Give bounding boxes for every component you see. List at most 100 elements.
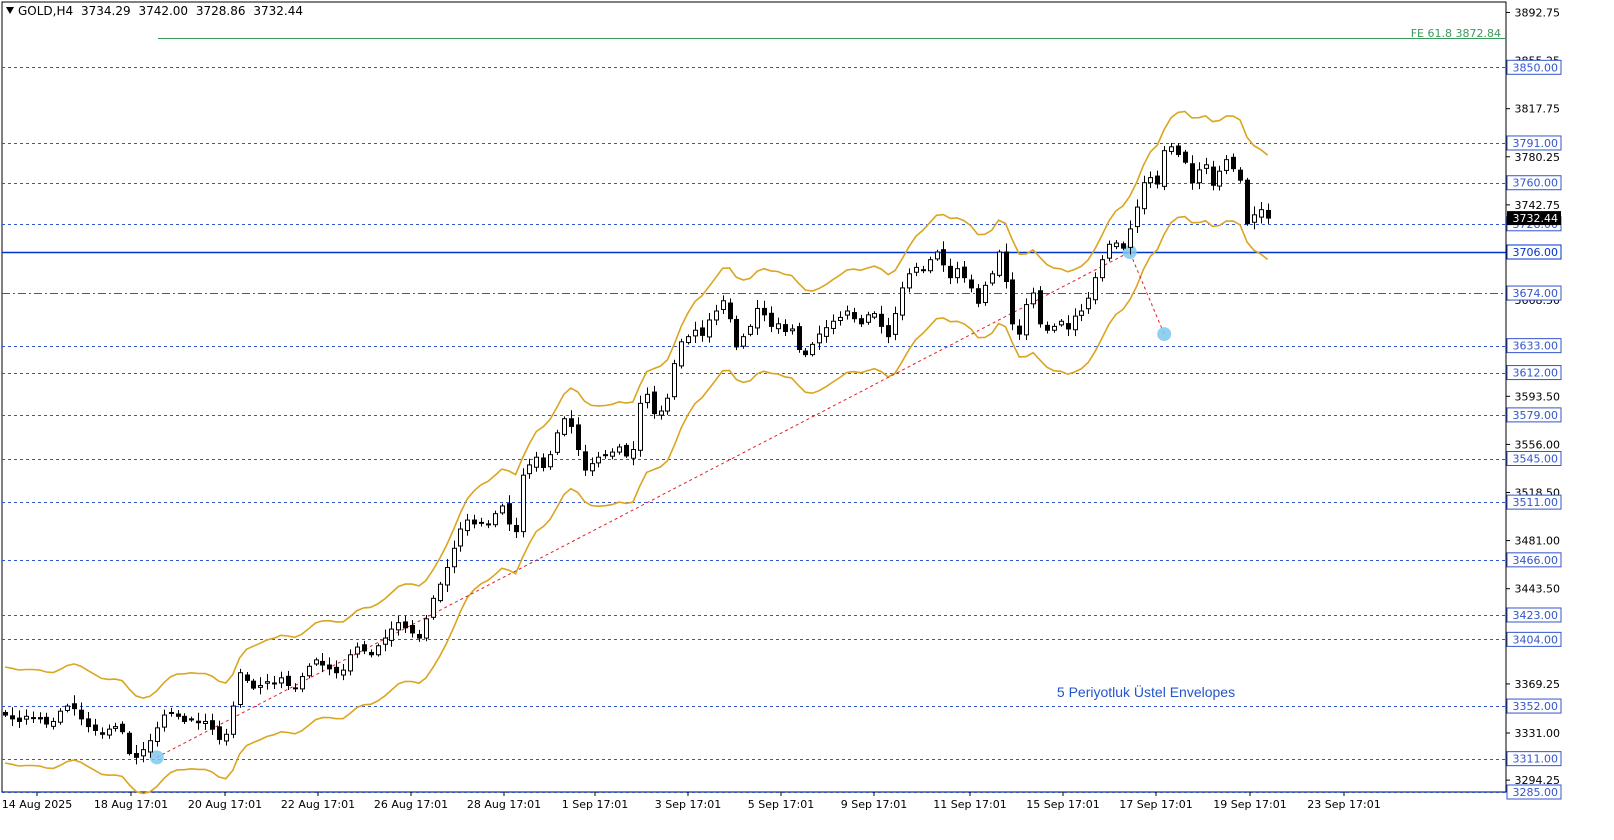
envelope-bands (4, 110, 1269, 795)
level-label-box (1506, 59, 1562, 75)
candle-body (500, 505, 505, 514)
candle-body (458, 528, 463, 547)
candle-body (686, 336, 691, 344)
level-label: 3612.00 (1513, 367, 1559, 380)
high-value: 3742.00 (138, 4, 189, 18)
candle-body (679, 341, 684, 367)
chart-header: GOLD,H4 3734.29 3742.00 3728.86 3732.44 (6, 4, 307, 18)
candle-body (396, 622, 401, 631)
candle-body (824, 327, 829, 337)
candle-body (493, 513, 498, 526)
candle-body (928, 259, 933, 272)
price-levels-layer (1, 1, 1507, 793)
candle-body (355, 646, 360, 655)
candle-body (969, 279, 974, 289)
candle-body (714, 310, 719, 321)
candle-body (1217, 170, 1222, 187)
level-label: 3579.00 (1513, 409, 1559, 422)
candle-body (431, 597, 436, 618)
level-label: 3404.00 (1513, 633, 1559, 646)
candle-body (521, 474, 526, 533)
x-tick-label: 3 Sep 17:01 (655, 798, 721, 811)
low-value: 3728.86 (195, 4, 246, 18)
candle-body (196, 720, 201, 724)
candle-body (941, 249, 946, 266)
candle-body (1024, 304, 1029, 336)
candle-body (962, 266, 967, 279)
level-label-box (1506, 751, 1562, 767)
candle-body (107, 728, 112, 736)
candle-body (286, 675, 291, 687)
candle-body (162, 714, 167, 728)
candle-body (300, 676, 305, 690)
candle-body (838, 316, 843, 321)
candle-body (334, 666, 339, 674)
candle-body (562, 418, 567, 435)
y-tick-label: 3817.75 (1515, 103, 1561, 116)
level-label: 3633.00 (1513, 340, 1559, 353)
dropdown-triangle-icon[interactable] (6, 7, 14, 14)
candle-body (955, 268, 960, 279)
candle-body (1238, 169, 1243, 181)
candle-body (417, 633, 422, 639)
level-label-box (1506, 285, 1562, 301)
candle-body (113, 726, 118, 729)
candle-body (100, 732, 105, 735)
level-label: 3311.00 (1513, 753, 1559, 766)
candle-body (693, 329, 698, 337)
candle-body (1128, 228, 1133, 248)
candle-body (389, 628, 394, 641)
candle-body (576, 424, 581, 451)
envelope-upper (4, 110, 1269, 699)
candle-body (93, 724, 98, 731)
candle-body (831, 320, 836, 329)
level-label-box (1506, 407, 1562, 423)
x-tick-label: 1 Sep 17:01 (562, 798, 628, 811)
fe-label: FE 61.8 3872.84 (1411, 27, 1501, 40)
candle-body (603, 454, 608, 457)
candle-body (872, 313, 877, 318)
candle-body (817, 333, 822, 344)
candle-body (914, 266, 919, 273)
level-label-box (1506, 631, 1562, 647)
candle-body (238, 672, 243, 706)
candle-body (617, 446, 622, 453)
candle-body (596, 456, 601, 464)
current-price-label: 3732.44 (1513, 212, 1559, 225)
candle-body (79, 709, 84, 720)
x-tick-label: 22 Aug 17:01 (281, 798, 355, 811)
candle-body (445, 567, 450, 586)
level-label-box (1506, 175, 1562, 191)
envelopes-annotation: 5 Periyotluk Üstel Envelopes (1057, 683, 1235, 700)
candle-body (555, 432, 560, 453)
candle-body (728, 302, 733, 320)
x-tick-label: 5 Sep 17:01 (748, 798, 814, 811)
candle-body (700, 327, 705, 336)
level-label: 3545.00 (1513, 453, 1559, 466)
candle-body (748, 325, 753, 335)
level-label: 3466.00 (1513, 554, 1559, 567)
candle-body (189, 718, 194, 721)
candle-body (265, 681, 270, 684)
candle-body (590, 463, 595, 472)
level-label-box (1506, 135, 1562, 151)
candle-body (797, 326, 802, 350)
x-tick-label: 19 Sep 17:01 (1213, 798, 1286, 811)
time-axis: 14 Aug 2025 18 Aug 17:01 20 Aug 17:01 22 Au… (2, 792, 1381, 811)
candle-body (44, 716, 49, 725)
candle-body (900, 287, 905, 316)
candle-body (1079, 310, 1084, 316)
candle-body (31, 717, 36, 720)
candle-body (810, 343, 815, 356)
candle-body (465, 519, 470, 532)
level-label-box (1506, 451, 1562, 467)
candle-body (1038, 290, 1043, 325)
candle-body (58, 710, 63, 723)
candle-body (1190, 163, 1195, 184)
candle-body (935, 251, 940, 260)
candle-body (976, 288, 981, 304)
candle-body (514, 524, 519, 533)
candle-body (452, 547, 457, 568)
candle-body (893, 313, 898, 335)
